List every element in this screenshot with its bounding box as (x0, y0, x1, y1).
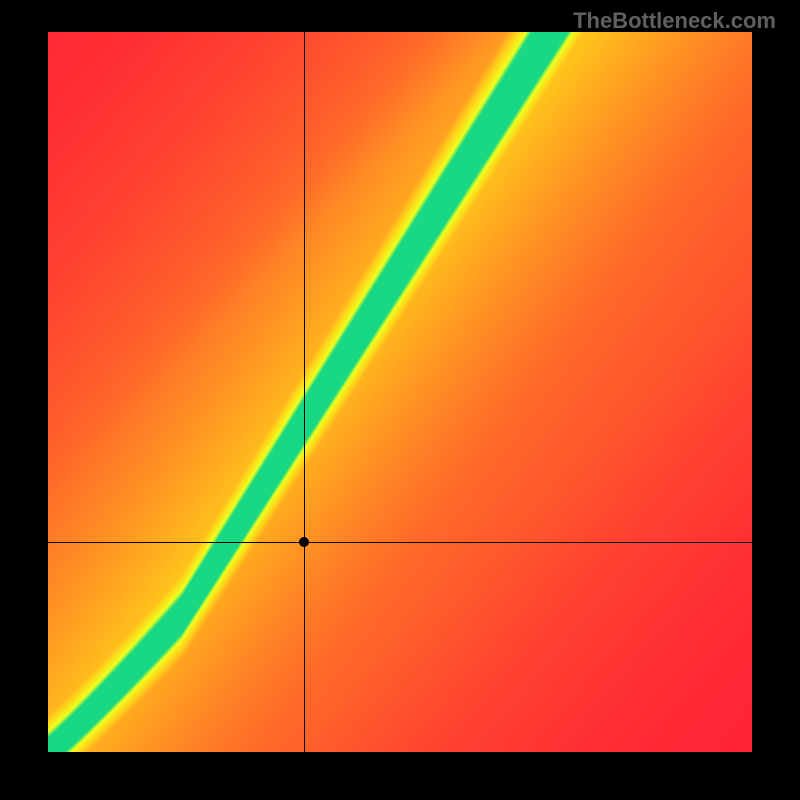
crosshair-marker (299, 537, 309, 547)
crosshair-vertical (304, 32, 305, 752)
heatmap-plot (48, 32, 752, 752)
heatmap-canvas (48, 32, 752, 752)
watermark-text: TheBottleneck.com (573, 8, 776, 34)
crosshair-horizontal (48, 542, 752, 543)
